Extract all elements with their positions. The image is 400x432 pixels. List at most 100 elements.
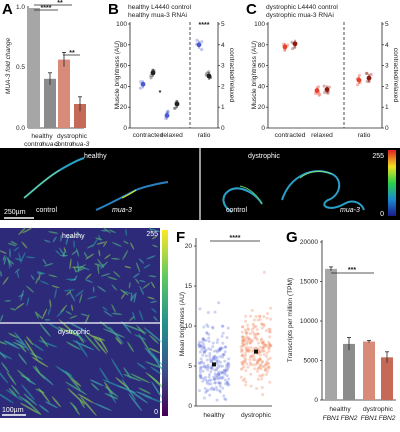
panel-f-cell-point — [245, 362, 249, 366]
panel-e-dystrophic-cell — [18, 395, 32, 406]
panel-f-cell-point — [244, 319, 248, 323]
panel-b-ytick-left: 80 — [120, 42, 128, 49]
panel-b-replicate-point — [207, 70, 211, 74]
panel-f-cell-point — [258, 317, 262, 321]
panel-f-cell-point — [215, 356, 219, 360]
panel-f-cell-point — [253, 367, 257, 371]
panel-e-healthy-cell — [65, 278, 77, 281]
panel-f-cell-point — [241, 339, 245, 343]
panel-a-cond-3: control — [54, 141, 74, 148]
panel-f-cell-point — [255, 361, 259, 365]
panel-f-cell-point — [209, 382, 213, 386]
panel-e-dystrophic-cell — [75, 339, 89, 358]
panel-f-cell-point — [241, 360, 245, 364]
panel-f-cell-point — [245, 342, 249, 346]
panel-e-healthy-cell — [138, 309, 144, 321]
panel-f-cell-point — [240, 354, 244, 358]
panel-f-cell-point — [205, 365, 209, 369]
panel-f-cell-point — [204, 378, 208, 382]
panel-e-dystrophic-cell — [92, 335, 106, 341]
panel-f-cell-point — [245, 340, 249, 344]
panel-e-dystrophic-cell — [6, 371, 17, 386]
panel-f-cell-point — [204, 348, 208, 352]
panel-e-healthy-cell — [26, 296, 30, 307]
panel-f-cell-point — [261, 341, 265, 345]
panel-e-healthy-cell — [148, 275, 157, 278]
panel-f-cell-point — [265, 316, 269, 320]
panel-f-mean-marker — [212, 362, 216, 367]
panel-f-cell-point — [267, 327, 271, 331]
panel-f-cell-point — [241, 343, 245, 347]
panel-c-replicate-point — [365, 79, 369, 83]
panel-f-cell-point — [208, 357, 212, 361]
panel-a-label: A — [2, 1, 13, 18]
panel-f-cell-point — [265, 369, 269, 373]
panel-e-healthy-cell — [65, 310, 72, 315]
panel-a-ytick-1: 0.5 — [16, 64, 25, 71]
panel-e-healthy-cell — [73, 275, 78, 282]
panel-f-cell-point — [219, 376, 223, 380]
panel-e-dystrophic-cell — [68, 327, 87, 342]
panel-e-healthy-cell — [80, 313, 89, 317]
panel-e-healthy-cell — [71, 250, 78, 256]
panel-f-cell-point — [206, 368, 210, 372]
panel-e-healthy-cell — [43, 263, 54, 267]
panel-f-cell-point — [213, 354, 217, 358]
panel-a-cond-4: mua-3 — [71, 141, 90, 148]
panel-f-cell-point — [199, 374, 203, 378]
panel-e-healthy-cell — [123, 240, 129, 244]
panel-e-healthy-cell — [18, 227, 27, 236]
panel-f-cell-point — [199, 376, 203, 380]
panel-g-ytick: 10000 — [300, 318, 318, 325]
panel-f-cell-point — [258, 350, 262, 354]
panel-f-cell-point — [268, 330, 272, 334]
panel-f-cell-point — [204, 366, 208, 370]
panel-f-cell-point — [221, 370, 225, 374]
panel-e-healthy-cell — [36, 271, 46, 275]
panel-c-ytick-right: 3 — [385, 63, 389, 70]
panel-f-cell-point — [213, 310, 217, 314]
panel-f-cell-point — [206, 325, 210, 329]
panel-f-cell-point — [257, 365, 261, 369]
panel-f-cell-point — [210, 359, 214, 363]
panel-d-scalebar-label: 250µm — [4, 209, 26, 216]
panel-f-cell-point — [245, 335, 249, 339]
panel-f-cell-point — [198, 374, 202, 378]
panel-f-cell-point — [205, 389, 209, 393]
panel-e-healthy-cell — [69, 315, 78, 319]
panel-f-cell-point — [239, 345, 243, 349]
panel-f-cell-point — [198, 370, 202, 374]
panel-f-cell-point — [266, 365, 270, 369]
panel-e-healthy-cell — [8, 259, 15, 265]
panel-f-cell-point — [268, 327, 272, 331]
panel-f-cell-point — [208, 393, 212, 397]
panel-c-replicate-point — [316, 85, 321, 89]
panel-f-cell-point — [199, 344, 203, 348]
panel-f-cell-point — [202, 351, 206, 355]
panel-f-cell-point — [212, 355, 216, 359]
panel-b-ytick-right: 2 — [221, 83, 225, 90]
panel-f-cell-point — [243, 328, 247, 332]
panel-f-cell-point — [251, 330, 255, 334]
panel-g-bar — [343, 343, 355, 400]
panel-e-healthy-cell — [153, 316, 158, 321]
panel-e-healthy-cell — [102, 306, 108, 311]
panel-f-cell-point — [198, 340, 202, 344]
panel-f-cell-point — [206, 310, 210, 314]
panel-f-cell-point — [207, 382, 211, 386]
panel-e-dystrophic-cell — [86, 332, 104, 343]
panel-f-cell-point — [252, 355, 256, 359]
panel-f-cell-point — [208, 354, 212, 358]
panel-f-cell-point — [218, 354, 222, 358]
panel-d: D healthy dystrophic control mua-3 contr… — [0, 148, 400, 220]
panel-a-group-dystrophic: dystrophic — [57, 133, 88, 140]
panel-e-dystrophic-cell — [8, 332, 18, 339]
panel-f-cell-point — [248, 357, 252, 361]
panel-f-cell-point — [227, 357, 231, 361]
panel-f-cell-point — [244, 331, 248, 335]
panel-f-cell-point — [212, 357, 216, 361]
panel-b-mean-point — [174, 101, 180, 107]
panel-f-cell-point — [203, 375, 207, 379]
panel-f-cell-point — [209, 348, 213, 352]
